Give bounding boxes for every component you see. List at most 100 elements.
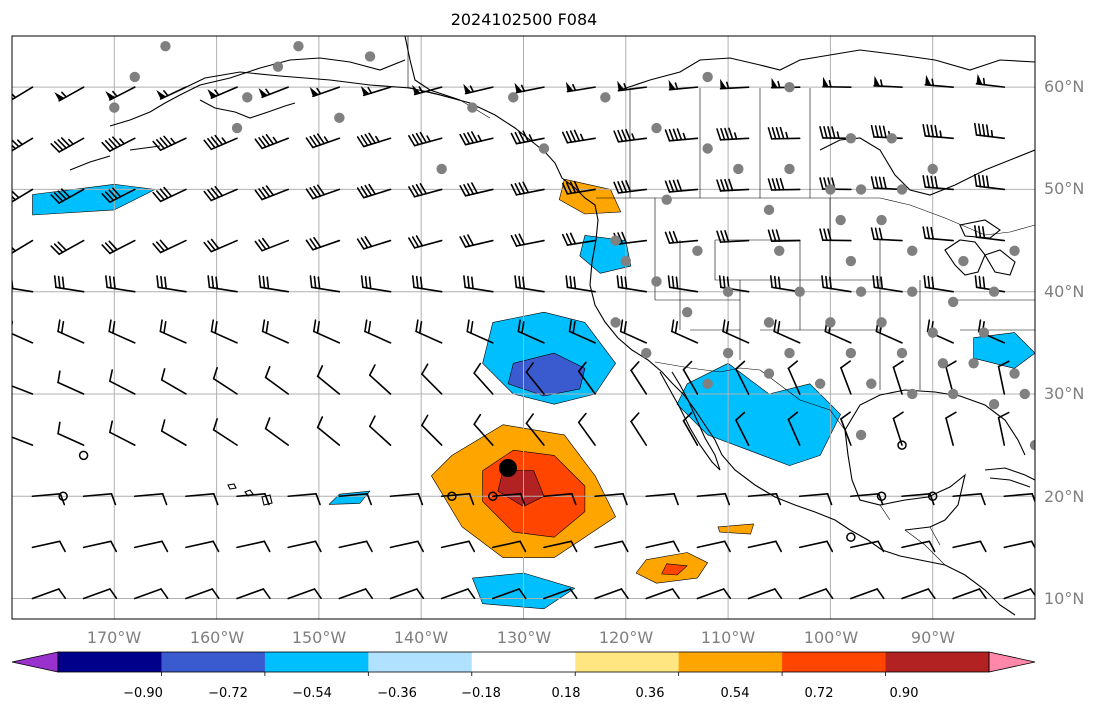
colorbar-tick-label: −0.90 (123, 686, 163, 701)
wind-barb (682, 360, 699, 395)
wind-barb (473, 413, 494, 446)
wind-barb (767, 229, 801, 242)
station-dot (692, 245, 703, 256)
station-dot (784, 81, 795, 93)
station-markers (58, 41, 1035, 542)
border-canada-provinces (629, 88, 811, 198)
wind-barb (459, 131, 494, 146)
station-dot (293, 41, 304, 52)
wind-barb (185, 493, 219, 506)
coastline-arctic (619, 49, 1035, 91)
wind-barb (459, 182, 494, 197)
wind-barb (54, 86, 85, 102)
calm-wind-marker (78, 450, 89, 461)
wind-barb (459, 234, 494, 248)
lon-label: 100°W (804, 628, 859, 647)
wind-barb (338, 540, 373, 553)
wind-barb (412, 84, 443, 96)
colorbar-tick-label: 0.36 (636, 686, 665, 701)
colorbar-cell (575, 652, 680, 672)
station-dot (722, 286, 734, 297)
station-dot (947, 296, 959, 308)
wind-barb (819, 228, 852, 242)
wind-barb (421, 414, 443, 446)
longitude-labels: 170°W 160°W 150°W 140°W 130°W 120°W 110°… (87, 628, 955, 647)
colorbar-extend-high (988, 651, 1036, 673)
wind-barb (287, 493, 321, 506)
wind-barb (152, 135, 187, 152)
wind-barb (12, 239, 34, 254)
station-dot (794, 286, 805, 297)
wind-barb (309, 275, 341, 293)
wind-barb (203, 238, 238, 253)
wind-barb (364, 319, 392, 344)
calm-wind-marker (876, 491, 887, 502)
wind-barb (645, 588, 680, 600)
wind-barb (719, 78, 750, 90)
wind-barb (12, 188, 34, 203)
lat-label: 50°N (1044, 179, 1084, 198)
wind-barb (922, 226, 954, 242)
wind-barb (105, 86, 136, 101)
contour-region (32, 184, 156, 216)
wind-barb (798, 588, 834, 600)
station-dot (334, 112, 345, 124)
wind-barb (57, 319, 85, 344)
wind-barb (525, 362, 545, 395)
wind-barb (840, 411, 852, 446)
wind-barb (356, 236, 392, 250)
wind-barb (31, 493, 66, 506)
wind-barb (561, 232, 596, 246)
station-dot (855, 429, 867, 441)
wind-barb (185, 588, 220, 600)
border-us-canada (596, 197, 1035, 236)
wind-barb (664, 230, 699, 244)
wind-barb (510, 233, 545, 247)
wind-barb (747, 588, 783, 600)
wind-barb (901, 493, 935, 506)
wind-barb (696, 493, 731, 506)
station-dot (814, 378, 826, 389)
colorbar-tick-label: −0.18 (461, 686, 501, 701)
wind-barb (411, 275, 443, 293)
wind-barb (463, 83, 494, 95)
station-dot (436, 163, 447, 175)
station-dot (600, 92, 611, 103)
border-us-mexico (654, 361, 846, 431)
wind-barb (316, 365, 341, 395)
map-panel (11, 35, 1036, 620)
wind-barb (924, 74, 954, 88)
station-dot (364, 51, 376, 62)
wind-barb (525, 413, 545, 446)
station-dot (1009, 368, 1020, 379)
station-dot (538, 143, 550, 154)
calm-wind-marker (927, 491, 938, 502)
lat-label: 60°N (1044, 77, 1084, 96)
station-dot (845, 255, 857, 267)
wind-barb (798, 540, 834, 553)
wind-barb (254, 134, 290, 150)
wind-barb (207, 86, 238, 99)
wind-barb (664, 128, 699, 142)
station-dot (968, 358, 979, 369)
wind-barb (309, 86, 341, 98)
colorbar-tick-label: −0.54 (292, 686, 332, 701)
wind-barb (952, 588, 987, 600)
wind-barb (840, 360, 852, 395)
wind-barb (696, 540, 731, 553)
wind-barb (360, 85, 392, 97)
wind-barb (543, 540, 578, 553)
station-dot (886, 133, 897, 144)
wind-barb (696, 588, 732, 600)
wind-barb (850, 493, 884, 506)
station-dot (702, 378, 713, 389)
wind-barb (207, 275, 238, 293)
wind-barb (31, 540, 66, 553)
wind-barb (594, 493, 628, 506)
wind-barb (668, 79, 699, 91)
wind-barb (50, 137, 85, 153)
lat-label: 40°N (1044, 282, 1084, 301)
wind-barb (945, 411, 957, 446)
station-dot (681, 306, 693, 318)
wind-barb (872, 275, 903, 293)
